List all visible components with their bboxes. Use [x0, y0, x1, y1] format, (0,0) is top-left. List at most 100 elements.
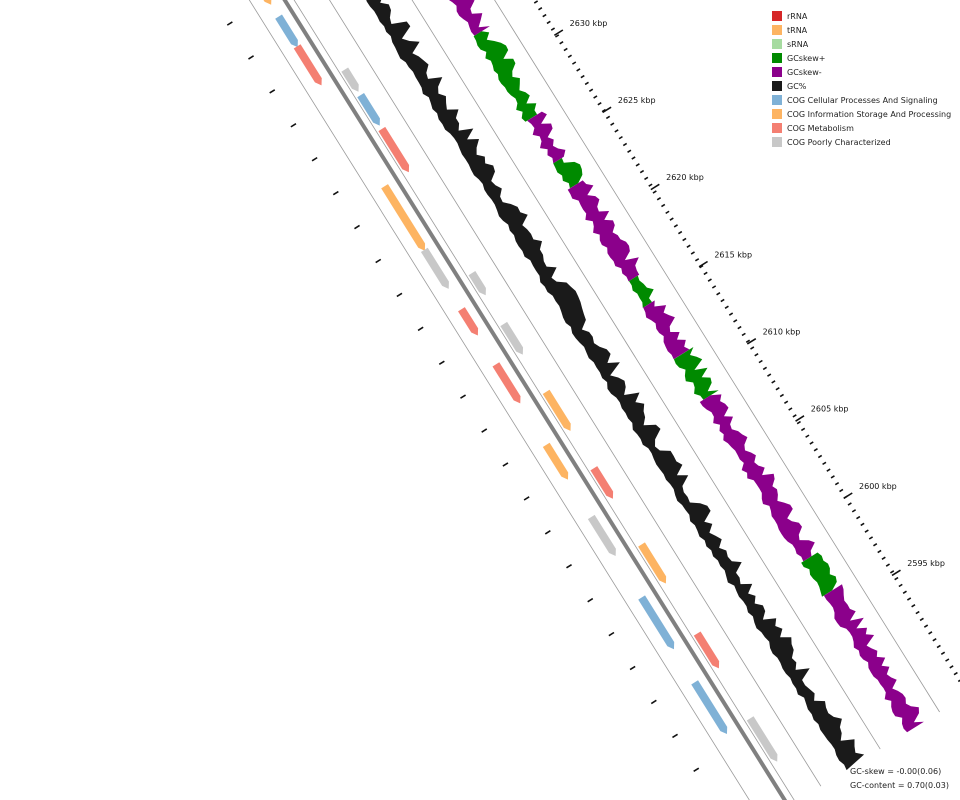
- gene-arrow: [693, 631, 720, 669]
- gene-arrow: [746, 716, 778, 762]
- legend-swatch: [772, 67, 782, 77]
- inner-tick: [269, 89, 276, 94]
- major-tick: [553, 29, 564, 36]
- inner-tick: [566, 563, 572, 569]
- inner-tick: [523, 496, 530, 501]
- gene-arrow: [468, 271, 486, 296]
- minor-tick: [733, 319, 738, 323]
- minor-tick: [550, 27, 556, 31]
- gc-skew-track: [448, 0, 924, 733]
- minor-tick: [945, 658, 950, 662]
- gc-skew-segment: [473, 31, 538, 122]
- gc-skew-segment: [699, 394, 815, 562]
- inner-tick: [226, 21, 233, 26]
- minor-tick: [686, 244, 691, 248]
- kbp-label: 2615 kbp: [714, 250, 752, 259]
- legend-item: GCskew+: [772, 51, 951, 65]
- track-line: [293, 0, 795, 800]
- gene-arrow: [263, 0, 272, 5]
- minor-tick: [932, 637, 937, 642]
- legend: rRNA tRNA sRNA GCskew+ GCskew- GC% COG Cellula…: [772, 9, 951, 149]
- legend-swatch: [772, 137, 782, 147]
- minor-tick: [716, 291, 721, 296]
- minor-tick: [919, 617, 924, 622]
- major-tick: [891, 569, 901, 577]
- minor-tick: [661, 203, 666, 208]
- minor-tick: [538, 7, 543, 11]
- minor-tick: [677, 230, 683, 235]
- minor-tick: [555, 34, 560, 38]
- minor-tick: [864, 529, 869, 533]
- inner-tick: [396, 292, 403, 298]
- legend-item: COG Information Storage And Processing: [772, 107, 951, 121]
- legend-item: sRNA: [772, 37, 951, 51]
- minor-tick: [648, 183, 653, 187]
- inner-tick: [248, 55, 254, 60]
- gene-arrow: [341, 67, 359, 92]
- minor-tick: [703, 271, 708, 276]
- minor-tick: [873, 542, 878, 547]
- minor-tick: [953, 671, 958, 676]
- gc-skew-segment: [673, 347, 719, 400]
- minor-tick: [860, 522, 865, 527]
- major-tick: [843, 492, 853, 499]
- minor-tick: [809, 441, 814, 445]
- minor-tick: [936, 644, 941, 649]
- minor-tick: [767, 373, 772, 377]
- minor-tick: [915, 610, 920, 615]
- legend-label: COG Information Storage And Processing: [787, 109, 952, 119]
- inner-tick: [438, 360, 445, 365]
- gene-arrow: [378, 126, 410, 173]
- minor-tick: [881, 556, 886, 561]
- minor-tick: [720, 298, 725, 303]
- minor-tick: [750, 346, 755, 350]
- kbp-label: 2610 kbp: [763, 327, 801, 336]
- inner-tick: [672, 733, 678, 739]
- minor-tick: [639, 169, 645, 174]
- gc-skew-segment: [801, 552, 837, 597]
- legend-swatch: [772, 81, 782, 91]
- minor-tick: [889, 570, 895, 574]
- gc-content-stat: GC-content = 0.70(0.03): [850, 781, 949, 790]
- minor-tick: [788, 407, 793, 411]
- legend-item: GC%: [772, 79, 951, 93]
- inner-tick: [481, 428, 488, 433]
- minor-tick: [728, 312, 734, 316]
- inner-tick: [460, 394, 466, 399]
- gc-skew-segment: [629, 275, 654, 308]
- kbp-label: 2625 kbp: [618, 96, 656, 105]
- gc-skew-stat: GC-skew = -0.00(0.06): [850, 767, 942, 776]
- legend-swatch: [772, 39, 782, 49]
- minor-tick: [618, 135, 623, 140]
- gc-content-track: [366, 0, 865, 771]
- minor-tick: [800, 427, 806, 432]
- minor-tick: [779, 393, 784, 398]
- minor-tick: [644, 176, 649, 181]
- minor-tick: [894, 576, 899, 581]
- legend-swatch: [772, 95, 782, 105]
- major-tick: [698, 260, 708, 268]
- minor-tick: [593, 95, 598, 99]
- legend-label: tRNA: [787, 25, 808, 35]
- gene-arrow: [500, 321, 524, 355]
- inner-tick: [650, 699, 657, 705]
- minor-tick: [898, 583, 903, 588]
- minor-tick: [911, 604, 916, 608]
- minor-tick: [805, 434, 810, 438]
- minor-tick: [563, 47, 568, 52]
- gc-skew-segment: [448, 0, 490, 36]
- minor-tick: [614, 129, 619, 133]
- stats-box: GC-skew = -0.00(0.06) GC-content = 0.70(…: [850, 765, 949, 793]
- minor-tick: [610, 122, 615, 126]
- minor-tick: [673, 224, 678, 228]
- minor-tick: [682, 237, 687, 242]
- minor-tick: [839, 488, 844, 493]
- minor-tick: [588, 88, 594, 92]
- minor-tick: [813, 448, 818, 452]
- backbone-line: [282, 0, 788, 800]
- inner-tick: [417, 326, 424, 332]
- minor-tick: [775, 386, 780, 391]
- track-line: [494, 0, 940, 713]
